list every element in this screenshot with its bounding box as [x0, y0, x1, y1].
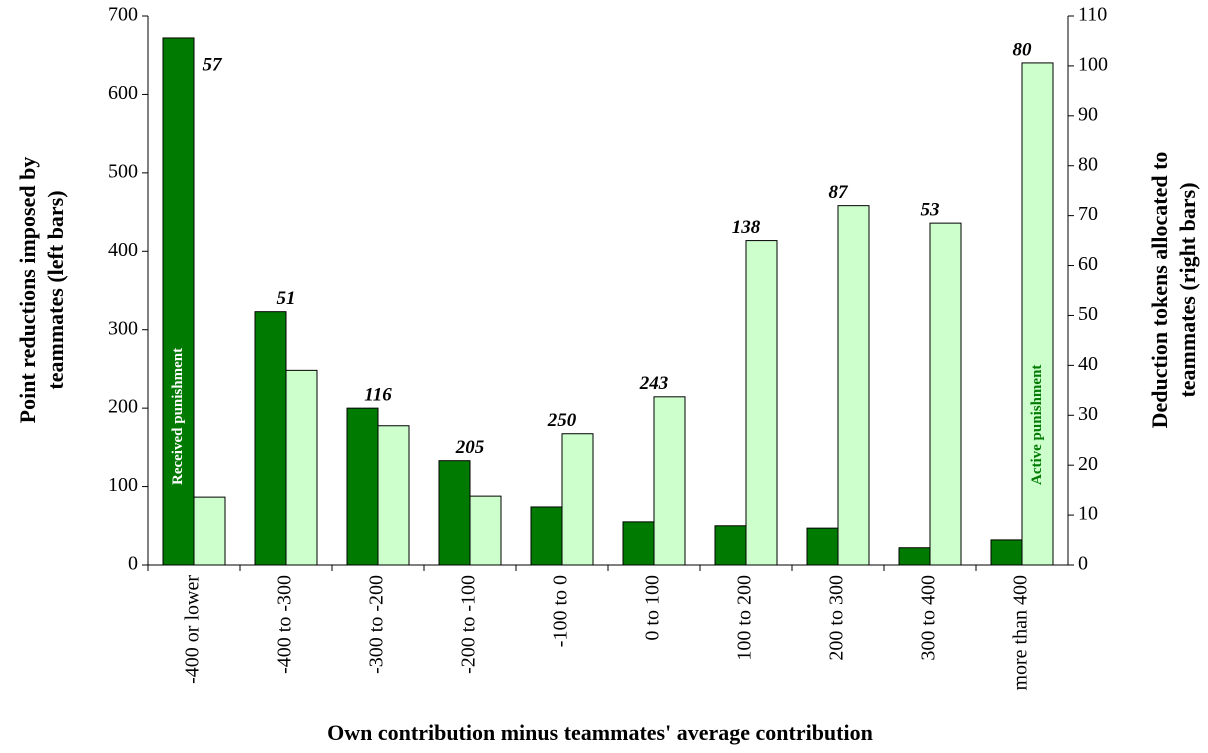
bar [193, 496, 226, 566]
x-tick-label: more than 400 [1010, 575, 1032, 691]
bar [561, 433, 594, 566]
x-tick-label: 200 to 300 [826, 575, 848, 661]
bar [162, 37, 195, 566]
bar [377, 425, 410, 566]
x-tick-label: 300 to 400 [918, 575, 940, 661]
y2-tick-label: 40 [1078, 353, 1098, 375]
y2-tick-label: 60 [1078, 253, 1098, 275]
bar [714, 525, 747, 566]
bar [929, 222, 962, 566]
y2-tick-label: 30 [1078, 403, 1098, 425]
annotation: 87 [829, 182, 850, 203]
y-tick-label: 0 [128, 553, 138, 575]
x-axis-title: Own contribution minus teammates' averag… [327, 720, 873, 745]
y-tick-label: 100 [108, 474, 138, 496]
x-tick-label: 0 to 100 [642, 575, 664, 641]
annotation: 138 [732, 217, 761, 238]
series-label: Received punishment [170, 348, 186, 485]
annotation: 116 [364, 385, 392, 406]
bar [806, 527, 839, 566]
y2-tick-label: 90 [1078, 103, 1098, 125]
y2-axis-title: teammates (right bars) [1175, 182, 1200, 397]
x-tick-label: -100 to 0 [550, 575, 572, 647]
y2-tick-label: 0 [1078, 553, 1088, 575]
annotation: 80 [1013, 39, 1033, 60]
bar [622, 521, 655, 566]
bar [530, 506, 563, 566]
bar [653, 396, 686, 566]
bar [438, 460, 471, 566]
bar [1021, 62, 1054, 566]
y2-tick-label: 80 [1078, 153, 1098, 175]
annotation: 250 [547, 410, 577, 431]
y-tick-label: 300 [108, 317, 138, 339]
series-label: Active punishment [1029, 365, 1045, 485]
y-tick-label: 200 [108, 396, 138, 418]
y2-axis-title: Deduction tokens allocated to [1147, 152, 1172, 429]
x-tick-label: -400 to -300 [274, 575, 296, 674]
bar [837, 205, 870, 566]
bar [990, 539, 1023, 566]
y2-tick-label: 10 [1078, 503, 1098, 525]
bar [285, 369, 318, 566]
x-tick-label: 100 to 200 [734, 575, 756, 661]
y-tick-label: 400 [108, 239, 138, 261]
y2-tick-label: 110 [1078, 4, 1107, 26]
y2-tick-label: 70 [1078, 203, 1098, 225]
annotation: 57 [203, 54, 224, 75]
bar [898, 547, 931, 566]
annotation: 205 [455, 437, 485, 458]
annotation: 243 [639, 373, 669, 394]
y-tick-label: 500 [108, 160, 138, 182]
bar [469, 495, 502, 566]
annotation: 51 [277, 288, 296, 309]
bar [745, 240, 778, 566]
y-tick-label: 700 [108, 4, 138, 26]
x-tick-label: -300 to -200 [366, 575, 388, 674]
y2-tick-label: 50 [1078, 303, 1098, 325]
bar [346, 407, 379, 566]
y2-tick-label: 100 [1078, 54, 1108, 76]
bar [254, 311, 287, 566]
y-axis-title: Point reductions imposed by [15, 157, 40, 424]
y-tick-label: 600 [108, 82, 138, 104]
y2-tick-label: 20 [1078, 453, 1098, 475]
x-tick-label: -400 or lower [182, 575, 204, 684]
annotation: 53 [921, 199, 940, 220]
x-tick-label: -200 to -100 [458, 575, 480, 674]
y-axis-title: teammates (left bars) [43, 190, 68, 389]
